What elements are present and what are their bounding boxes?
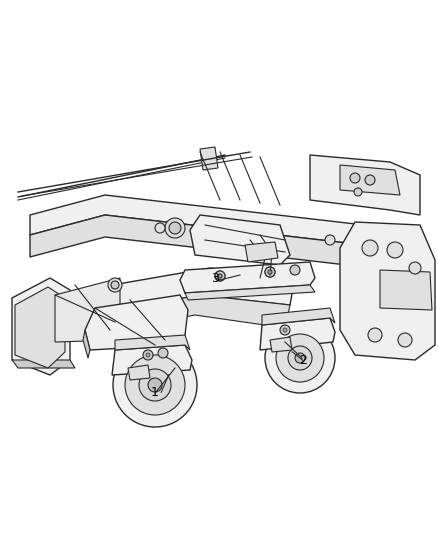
Polygon shape — [55, 268, 294, 322]
Polygon shape — [269, 337, 291, 352]
Circle shape — [397, 333, 411, 347]
Circle shape — [165, 218, 184, 238]
Circle shape — [215, 271, 225, 281]
Circle shape — [218, 274, 222, 278]
Polygon shape — [261, 308, 334, 325]
Circle shape — [265, 267, 274, 277]
Polygon shape — [30, 195, 389, 248]
Circle shape — [143, 350, 153, 360]
Circle shape — [386, 242, 402, 258]
Circle shape — [265, 267, 274, 277]
Polygon shape — [115, 335, 190, 350]
Circle shape — [125, 355, 184, 415]
Circle shape — [364, 175, 374, 185]
Circle shape — [158, 348, 168, 358]
Circle shape — [367, 328, 381, 342]
Polygon shape — [309, 155, 419, 215]
Circle shape — [148, 378, 162, 392]
Polygon shape — [112, 345, 191, 375]
Circle shape — [276, 334, 323, 382]
Polygon shape — [259, 318, 334, 350]
Circle shape — [290, 265, 299, 275]
Circle shape — [287, 346, 311, 370]
Circle shape — [353, 188, 361, 196]
Circle shape — [279, 325, 290, 335]
Circle shape — [361, 240, 377, 256]
Circle shape — [267, 270, 272, 274]
Circle shape — [283, 328, 286, 332]
Text: 3: 3 — [211, 271, 219, 285]
Circle shape — [349, 173, 359, 183]
Polygon shape — [30, 215, 389, 270]
Circle shape — [408, 262, 420, 274]
Circle shape — [146, 353, 150, 357]
Polygon shape — [55, 278, 120, 342]
Circle shape — [108, 278, 122, 292]
Polygon shape — [85, 295, 187, 350]
Circle shape — [139, 369, 171, 401]
Circle shape — [169, 222, 180, 234]
Circle shape — [265, 323, 334, 393]
Polygon shape — [339, 165, 399, 195]
Polygon shape — [15, 287, 65, 368]
Circle shape — [215, 271, 225, 281]
Circle shape — [155, 223, 165, 233]
Circle shape — [324, 235, 334, 245]
Circle shape — [113, 343, 197, 427]
Polygon shape — [83, 330, 90, 358]
Circle shape — [294, 353, 304, 363]
Polygon shape — [200, 147, 218, 170]
Polygon shape — [184, 285, 314, 300]
Circle shape — [111, 281, 119, 289]
Text: 1: 1 — [151, 386, 159, 400]
Text: 2: 2 — [298, 353, 306, 367]
Polygon shape — [12, 278, 70, 375]
Polygon shape — [12, 360, 75, 368]
Polygon shape — [180, 262, 314, 293]
Polygon shape — [128, 365, 150, 380]
Polygon shape — [379, 270, 431, 310]
Polygon shape — [244, 242, 277, 262]
Polygon shape — [55, 295, 290, 342]
Polygon shape — [190, 215, 290, 265]
Polygon shape — [339, 222, 434, 360]
